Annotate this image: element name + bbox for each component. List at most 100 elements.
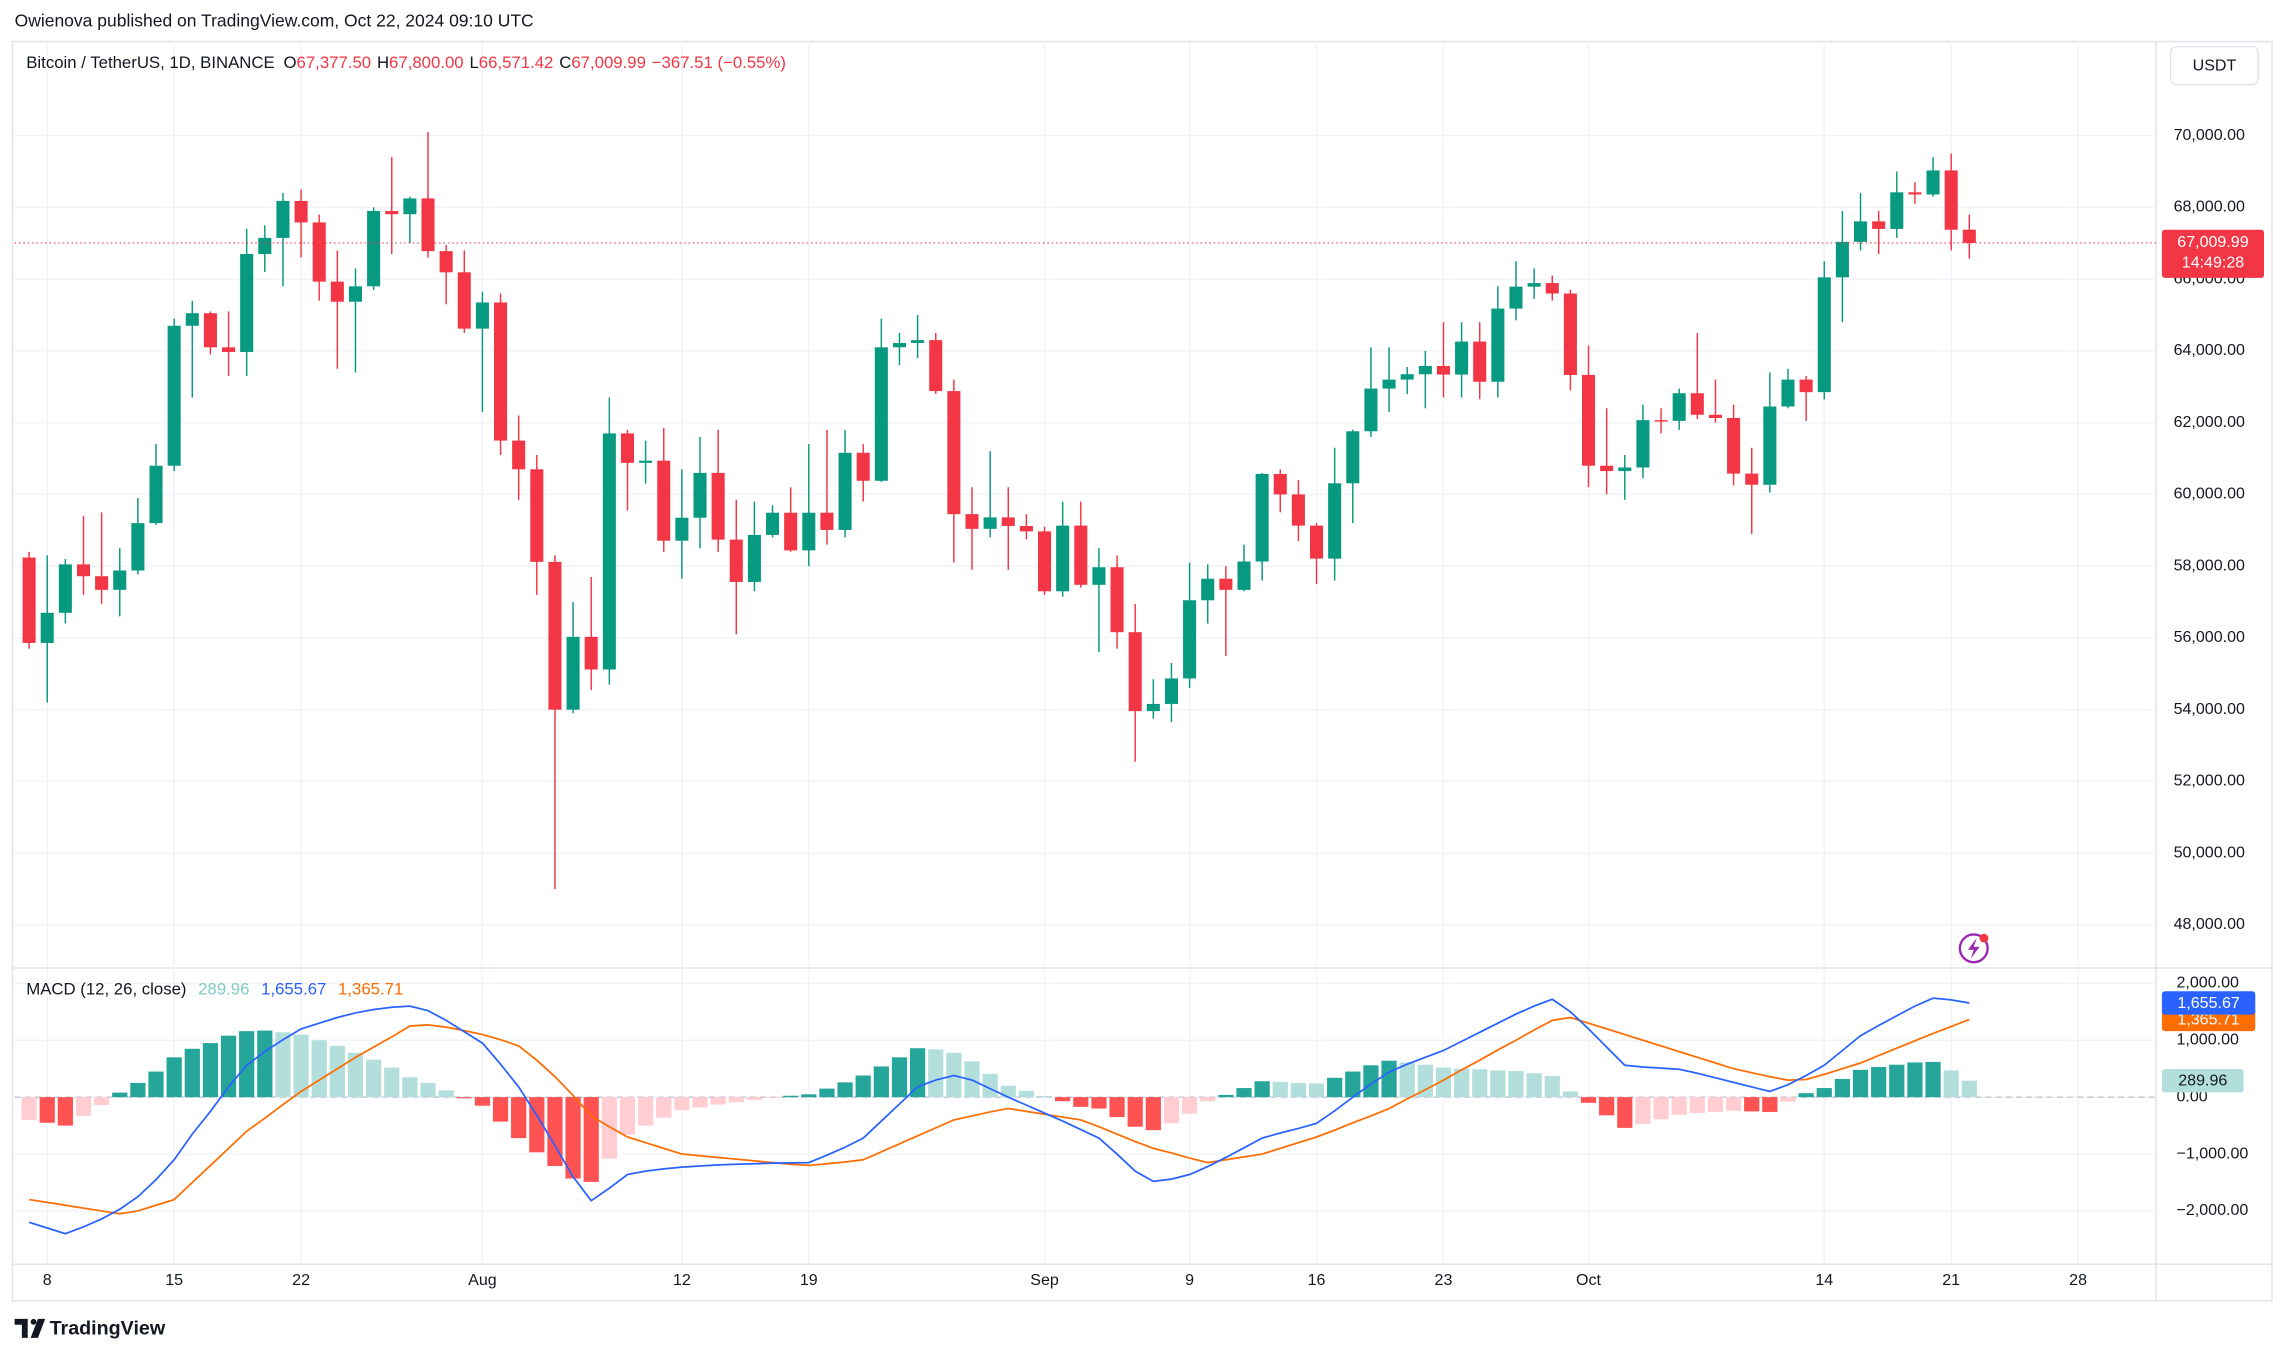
currency-button-label[interactable]: USDT xyxy=(2193,57,2237,75)
histogram-bar xyxy=(1725,1097,1742,1111)
histogram-bar xyxy=(1580,1097,1597,1103)
y-tick-label: 54,000.00 xyxy=(2174,700,2245,718)
histogram-bar xyxy=(257,1030,273,1098)
histogram-bar xyxy=(1109,1097,1125,1118)
histogram-bar xyxy=(619,1097,636,1135)
ohlc-value: 67,800.00 xyxy=(389,54,464,73)
candle-body xyxy=(276,200,290,238)
histogram-bar xyxy=(855,1075,871,1098)
histogram-bar xyxy=(1381,1060,1397,1098)
y-tick-label: 64,000.00 xyxy=(2174,341,2245,359)
histogram-bar xyxy=(837,1082,853,1098)
histogram-bar xyxy=(1907,1062,1923,1098)
candle-body xyxy=(1509,286,1523,309)
candle-body xyxy=(1110,567,1124,633)
histogram-bar xyxy=(1345,1071,1361,1098)
candle-body xyxy=(1745,473,1759,485)
histogram-bar xyxy=(492,1097,509,1122)
candle-body xyxy=(784,512,798,551)
histogram-bar xyxy=(1780,1097,1796,1102)
y-tick-label: 48,000.00 xyxy=(2174,915,2245,933)
histogram-bar xyxy=(1181,1097,1198,1114)
histogram-bar xyxy=(1834,1078,1851,1098)
candle-body xyxy=(367,210,381,287)
histogram-bar xyxy=(1871,1066,1887,1098)
x-tick-label: Oct xyxy=(1576,1271,1601,1289)
candle-body xyxy=(675,517,689,541)
candle-body xyxy=(167,325,181,466)
y-tick-label: −2,000.00 xyxy=(2177,1201,2249,1219)
histogram-bar xyxy=(1653,1097,1669,1120)
histogram-bar xyxy=(764,1097,781,1098)
histogram-bar xyxy=(1544,1076,1560,1098)
brand-mark-t xyxy=(14,1318,28,1338)
candle-body xyxy=(1672,393,1686,421)
candle-body xyxy=(113,570,127,590)
histogram-bar xyxy=(202,1043,219,1098)
candle-body xyxy=(1581,374,1596,466)
candle-body xyxy=(1636,420,1650,468)
countdown-label: 14:49:28 xyxy=(2182,254,2244,272)
currency-button[interactable]: USDT xyxy=(2169,45,2259,86)
candle-body xyxy=(566,636,580,710)
candle-body xyxy=(439,251,453,273)
x-tick-label: 19 xyxy=(800,1271,818,1289)
candle-body xyxy=(1273,473,1287,495)
alert-icon-dot[interactable] xyxy=(1979,933,1989,943)
candle-body xyxy=(1310,525,1324,559)
histogram-bar xyxy=(637,1097,654,1126)
y-tick-label: 68,000.00 xyxy=(2174,198,2245,216)
brand-mark-dot xyxy=(30,1318,37,1325)
histogram-bar xyxy=(112,1092,128,1098)
currency-button-box[interactable] xyxy=(2169,45,2259,86)
histogram-bar xyxy=(420,1082,436,1098)
histogram-bar xyxy=(710,1097,726,1105)
histogram-bar xyxy=(746,1097,763,1100)
histogram-bar xyxy=(456,1097,472,1099)
alert-icon[interactable] xyxy=(1958,933,1989,964)
histogram-bar xyxy=(1200,1097,1216,1102)
candle-body xyxy=(1183,600,1197,679)
candle-body xyxy=(1038,531,1052,592)
candle-body xyxy=(403,198,417,215)
ohlc-value: 67,377.50 xyxy=(297,54,372,73)
candle-body xyxy=(22,557,36,643)
histogram-bar xyxy=(1435,1067,1452,1098)
candle-body xyxy=(1618,467,1632,472)
y-tick-label: 56,000.00 xyxy=(2174,628,2245,646)
candle-body xyxy=(1201,578,1215,601)
histogram-bar xyxy=(39,1097,55,1123)
histogram-bar xyxy=(275,1032,291,1098)
histogram-bar xyxy=(1363,1065,1379,1098)
candle-body xyxy=(1944,170,1958,230)
candle-body xyxy=(1001,517,1015,526)
y-tick-label: 1,000.00 xyxy=(2177,1030,2239,1048)
alert-icon-bolt[interactable] xyxy=(1967,938,1980,959)
candle-body xyxy=(1890,192,1904,229)
y-tick-label: −1,000.00 xyxy=(2177,1144,2249,1162)
x-tick-label: 23 xyxy=(1435,1271,1453,1289)
y-tick-label: 58,000.00 xyxy=(2174,556,2245,574)
histogram-bar xyxy=(1290,1082,1307,1098)
candle-body xyxy=(1219,578,1233,590)
candle-body xyxy=(1364,388,1378,432)
candle-body xyxy=(856,452,870,481)
histogram-bar xyxy=(1762,1097,1778,1112)
y-tick-label: 2,000.00 xyxy=(2177,974,2239,992)
histogram-bar xyxy=(474,1097,491,1106)
candle-body xyxy=(58,564,72,613)
candle-body xyxy=(1853,221,1868,242)
histogram-bar xyxy=(1073,1097,1089,1107)
histogram-bar xyxy=(329,1045,345,1098)
histogram-bar xyxy=(1816,1088,1832,1098)
histogram-bar xyxy=(366,1059,382,1098)
ohlc-key: H xyxy=(377,54,389,73)
candle-body xyxy=(693,472,707,518)
candle-body xyxy=(1436,365,1450,375)
candle-body xyxy=(1400,374,1414,380)
candle-body xyxy=(620,433,635,463)
candle-body xyxy=(802,512,816,551)
candle-body xyxy=(1527,283,1541,287)
y-tick-label: 60,000.00 xyxy=(2174,485,2245,503)
histogram-bar xyxy=(1744,1097,1760,1112)
